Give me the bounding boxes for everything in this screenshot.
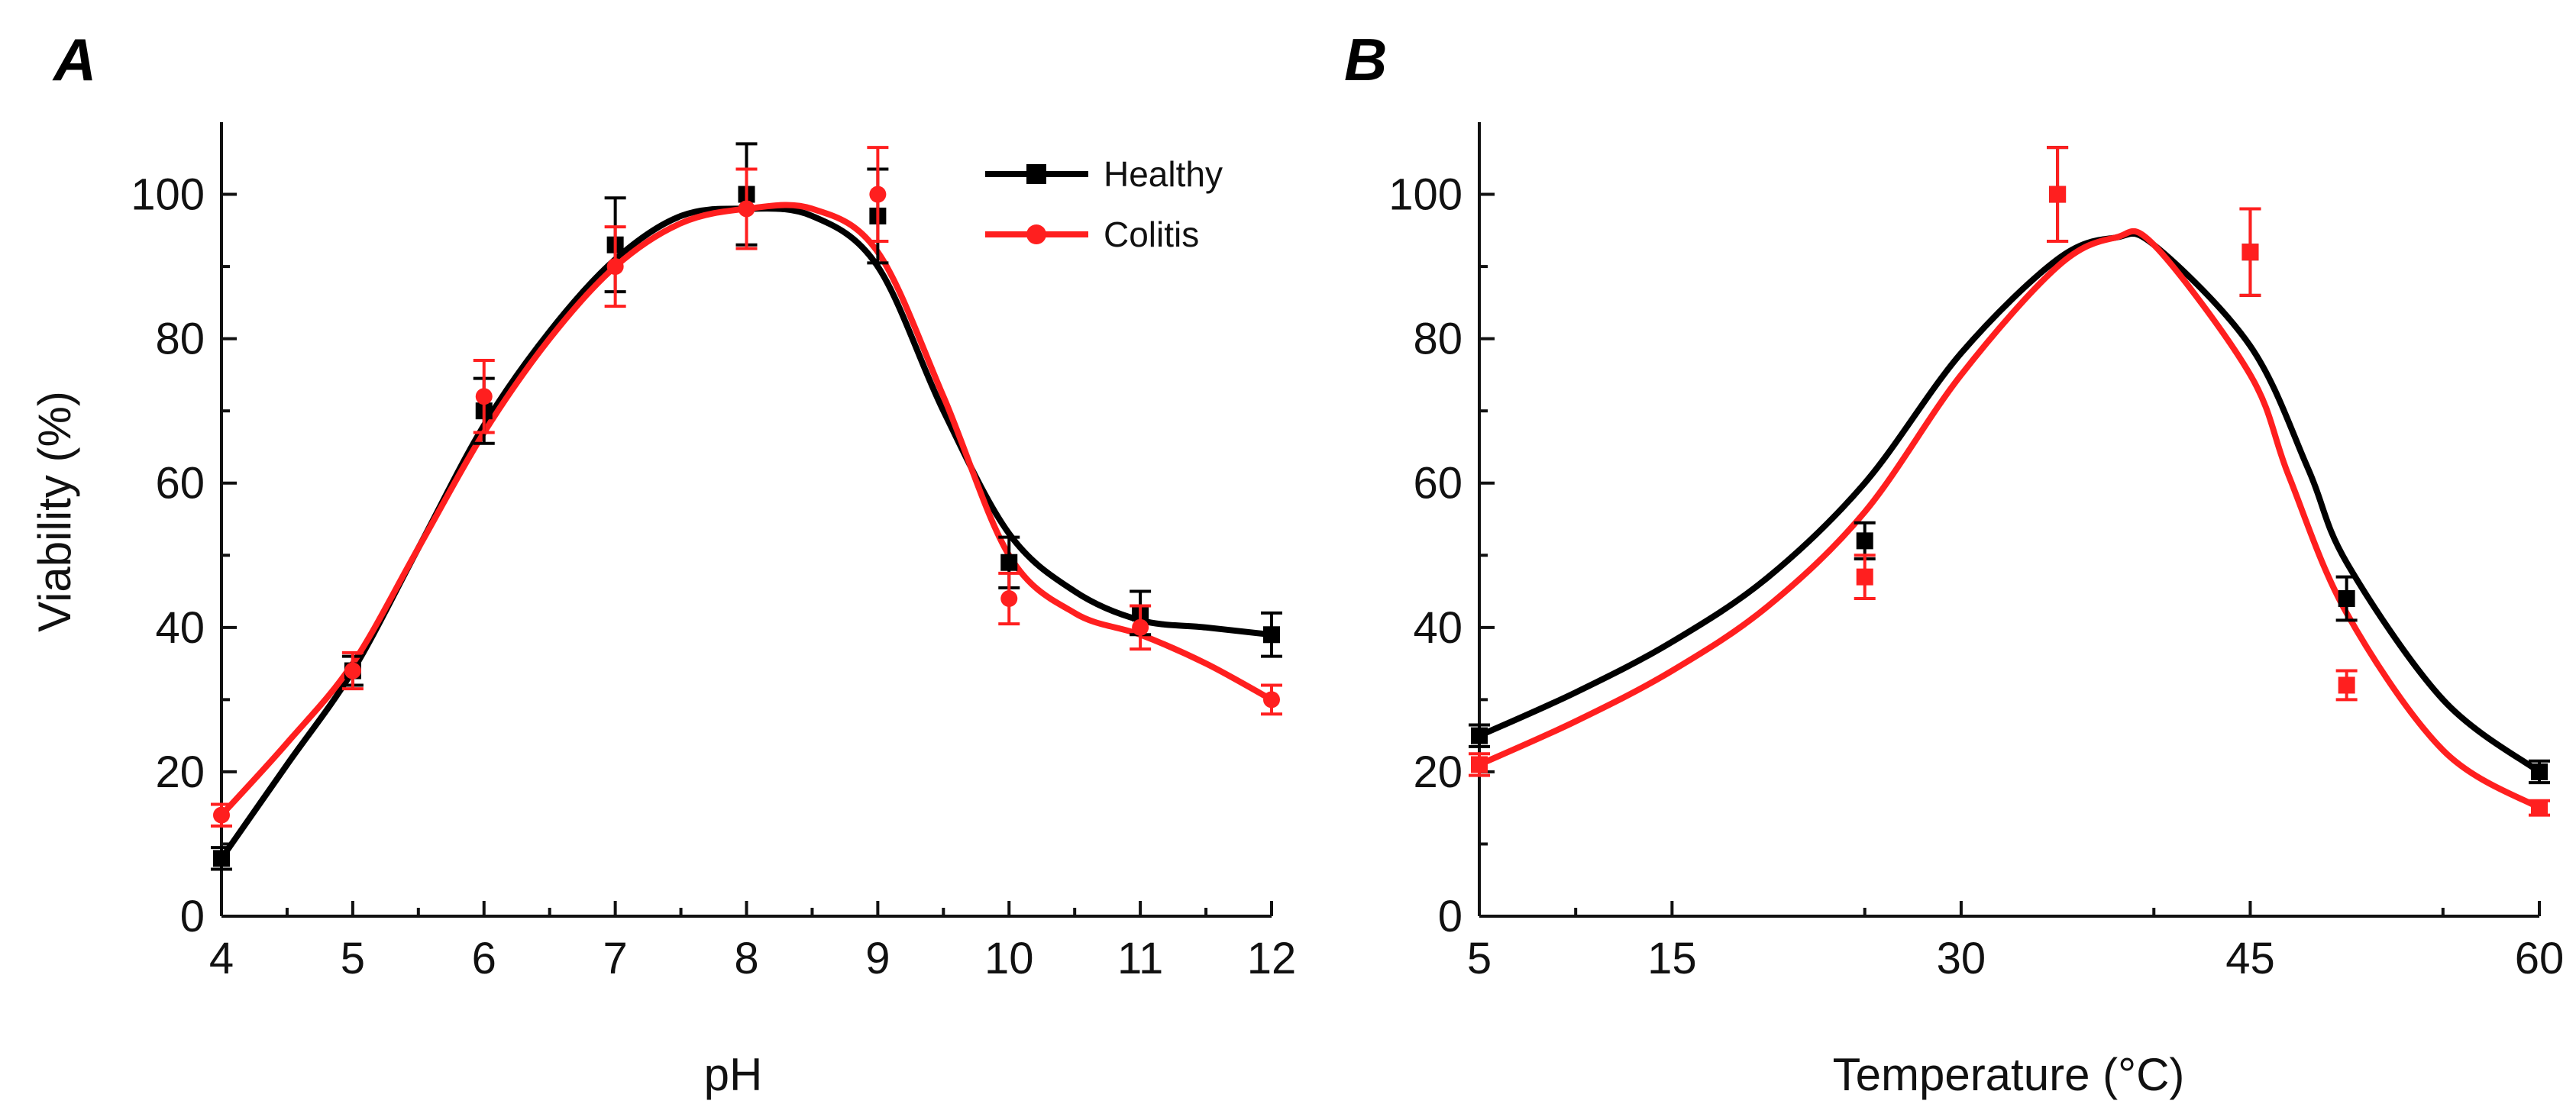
panel-b-y-tick-label: 20 (1413, 747, 1463, 797)
legend-colitis-marker (1026, 224, 1046, 244)
panel-a-y-tick-label: 40 (155, 603, 205, 653)
panel-a-y-axis-label: Viability (%) (29, 391, 80, 632)
data-point-healthy (2531, 763, 2548, 780)
panel-b-markers (1469, 146, 2550, 817)
panel-b-y-tick-label: 40 (1413, 603, 1463, 653)
panel-a-y-tick-label: 100 (131, 170, 205, 220)
data-point-colitis (2531, 799, 2548, 817)
panel-b-x-tick-label: 30 (1937, 934, 1986, 983)
data-point-colitis (2241, 244, 2259, 261)
data-point-colitis (1263, 691, 1280, 709)
panel-a-markers (211, 142, 1282, 871)
series-curve-colitis (218, 202, 1275, 818)
data-point-colitis (213, 806, 230, 824)
legend-healthy-marker (1026, 164, 1046, 184)
data-point-colitis (2338, 676, 2355, 694)
panel-a-curves (218, 202, 1275, 862)
panel-a-y-tick-label: 20 (155, 747, 205, 797)
panel-a-x-tick-label: 4 (209, 934, 234, 983)
panel-a-x-tick-label: 7 (603, 934, 627, 983)
panel-b-y-tick-label: 60 (1413, 459, 1463, 508)
data-point-healthy (1263, 626, 1280, 644)
panel-b-letter: B (1344, 26, 1387, 93)
panel-b-y-tick-label: 100 (1388, 170, 1463, 220)
data-point-colitis (344, 662, 361, 680)
panel-a-axes: 4 5 6 7 8 9 10 11 12 0 20 40 60 80 100 (131, 122, 1296, 983)
data-point-colitis (1856, 568, 1873, 586)
panel-a-letter: A (52, 26, 96, 93)
series-curve-healthy (1476, 231, 2542, 775)
data-point-healthy (1471, 727, 1488, 744)
panel-b-x-tick-label: 60 (2515, 934, 2565, 983)
data-point-colitis (2049, 186, 2067, 203)
panel-a-y-tick-label: 80 (155, 315, 205, 364)
data-point-healthy (2338, 590, 2355, 607)
data-point-colitis (1132, 618, 1149, 636)
legend-healthy-label: Healthy (1104, 154, 1223, 194)
panel-b-axes: 5 15 30 45 60 0 20 40 60 80 100 (1388, 122, 2564, 983)
panel-a-y-tick-label: 60 (155, 459, 205, 508)
panel-a-x-tick-label: 5 (341, 934, 365, 983)
panel-a-y-tick-label: 0 (180, 892, 205, 941)
panel-a-x-tick-label: 6 (472, 934, 496, 983)
data-point-colitis (1000, 590, 1018, 607)
panel-a-x-tick-label: 8 (734, 934, 758, 983)
panel-b-x-tick-label: 15 (1647, 934, 1697, 983)
panel-a-x-tick-label: 9 (865, 934, 890, 983)
data-point-colitis (1471, 756, 1488, 773)
panel-b-x-tick-label: 45 (2225, 934, 2275, 983)
data-point-healthy (1000, 554, 1018, 571)
panel-a-x-tick-label: 11 (1117, 934, 1163, 983)
data-point-colitis (475, 388, 493, 405)
panel-a-chart: A 4 5 6 7 8 9 10 11 12 0 20 40 60 80 100 Healthy Colit… (29, 26, 1296, 1100)
data-point-colitis (606, 258, 624, 276)
panel-b-x-tick-label: 5 (1467, 934, 1492, 983)
panel-a-x-tick-label: 10 (984, 934, 1034, 983)
data-point-colitis (738, 200, 755, 218)
panel-a-x-tick-label: 12 (1247, 934, 1297, 983)
panel-b-y-tick-label: 80 (1413, 315, 1463, 364)
panel-b-x-axis-label: Temperature (°C) (1833, 1049, 2185, 1100)
data-point-colitis (869, 186, 887, 203)
panel-b-y-tick-label: 0 (1438, 892, 1463, 941)
legend-colitis-label: Colitis (1104, 215, 1199, 254)
panel-a-x-axis-label: pH (704, 1049, 763, 1100)
data-point-healthy (1856, 532, 1873, 550)
panel-b-chart: B 5 15 30 45 60 0 20 40 60 80 100 Temperature (°C) (1344, 26, 2564, 1100)
data-point-healthy (213, 850, 230, 867)
panel-a-legend: Healthy Colitis (985, 154, 1223, 254)
